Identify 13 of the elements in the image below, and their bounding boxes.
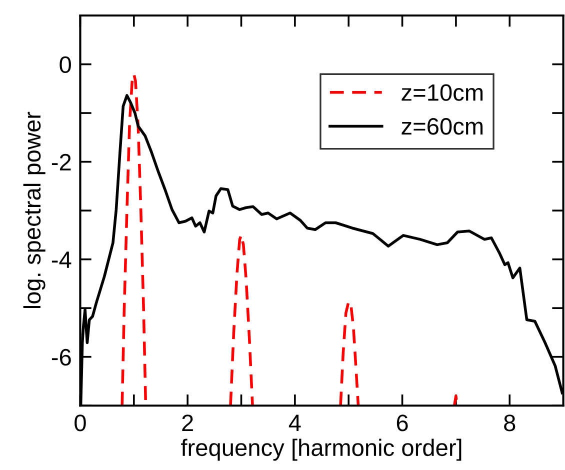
y-tick-label: -2 [52, 154, 71, 170]
x-tick-label: 0 [74, 414, 86, 432]
x-tick-label: 8 [504, 414, 516, 432]
legend-label: z=10cm [402, 84, 483, 101]
legend-label: z=60cm [402, 118, 483, 135]
y-tick-label: -6 [52, 348, 71, 366]
y-tick-label: -4 [52, 252, 72, 268]
y-tick-label: 0 [60, 56, 71, 74]
y-axis-title: log. spectral power [23, 112, 46, 308]
x-axis-title: frequency [harmonic order] [181, 438, 462, 461]
x-tick-label: 6 [396, 414, 408, 432]
x-tick-label: 2 [182, 414, 193, 432]
x-tick-label: 4 [288, 414, 301, 432]
